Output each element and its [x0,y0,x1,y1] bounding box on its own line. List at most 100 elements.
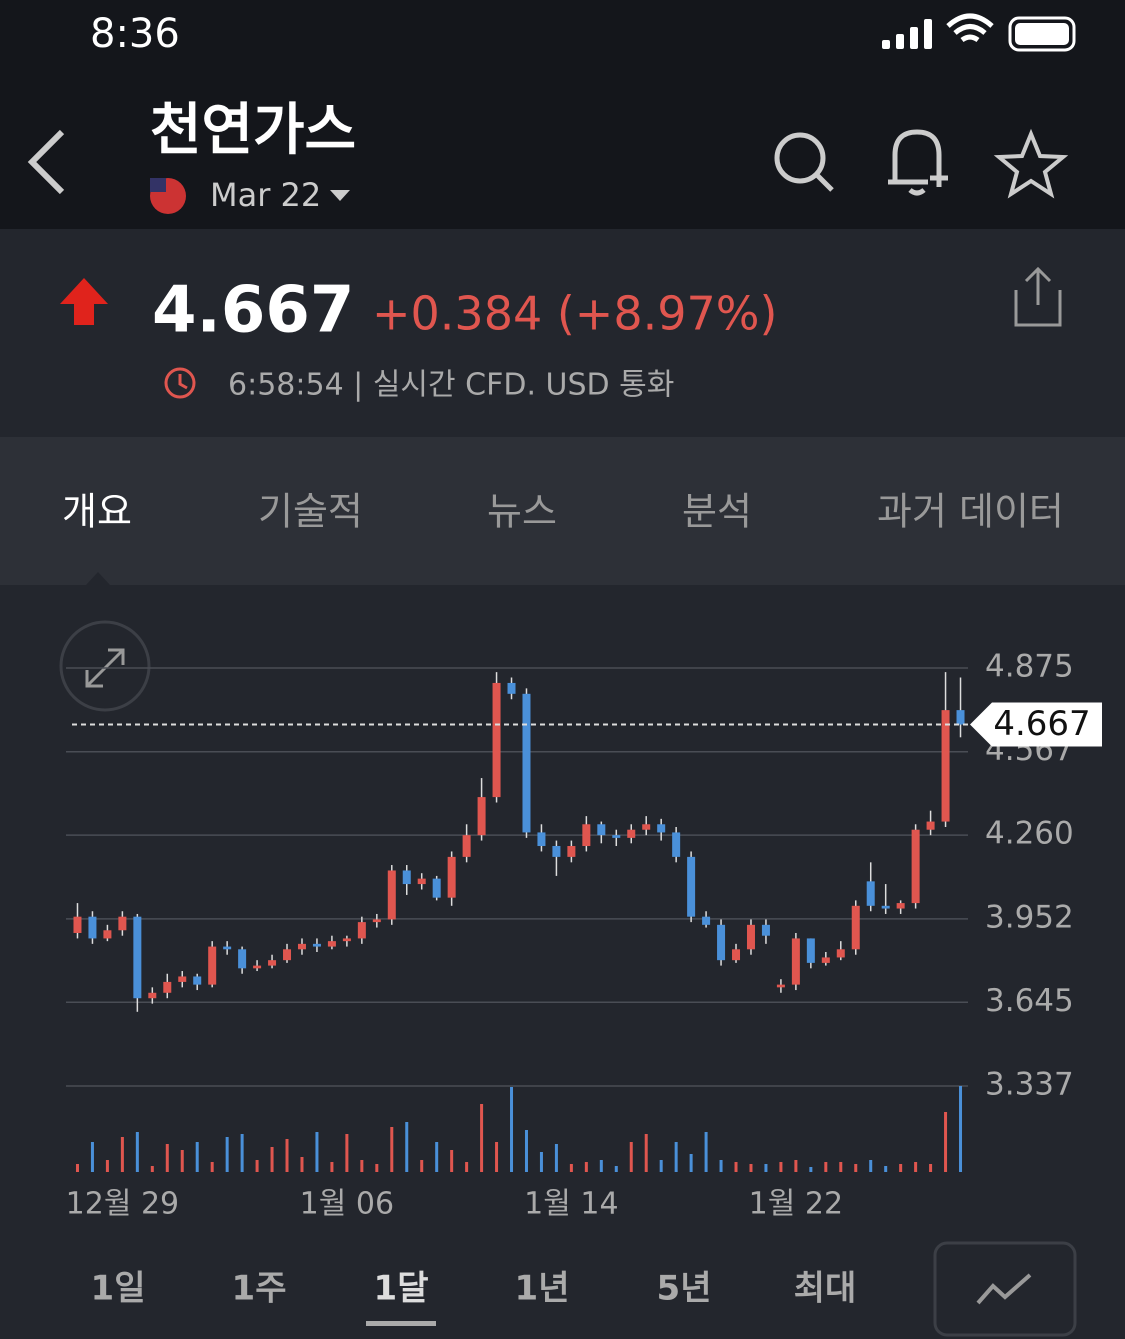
volume-bar [569,1164,573,1172]
range-option[interactable]: 1달 [374,1269,429,1309]
y-tick-label: 3.952 [985,899,1074,935]
candle-body [911,829,920,904]
candle-body [297,943,306,950]
battery-level [1015,23,1069,45]
volume-bar [809,1167,813,1172]
y-tick-label: 4.260 [985,816,1074,852]
back-button[interactable] [27,129,65,195]
range-option[interactable]: 1년 [515,1269,570,1309]
up-arrow [60,278,108,325]
candle-body [717,924,726,961]
volume-bar [120,1137,124,1172]
volume-bar [165,1144,169,1172]
candle-body [642,824,651,830]
candle-body [776,984,785,988]
candle-body [791,938,800,985]
volume-bar [899,1164,903,1172]
candle-body [88,916,97,939]
candle-body [103,930,112,939]
volume-bar [90,1142,94,1172]
volume-bar [704,1132,708,1172]
volume-bar [75,1164,79,1172]
chart-type-icon [976,1273,1032,1305]
candle-body [193,976,202,985]
volume-bar [659,1160,663,1172]
range-option[interactable]: 1주 [232,1269,287,1309]
candle-body [133,916,142,999]
candle-body [866,881,875,906]
volume-bar [719,1160,723,1172]
volume-bar [390,1127,394,1172]
candle-body [851,905,860,950]
volume-bar [629,1142,633,1172]
candle-body [447,856,456,898]
candle-body [881,905,890,909]
volume-bar [614,1166,618,1172]
tab[interactable]: 과거 데이터 [877,490,1064,534]
contract-dropdown[interactable] [330,190,350,201]
candle-body [821,957,830,963]
candle-body [253,965,262,969]
candle-body [342,938,351,942]
chart-type-button[interactable] [933,1241,1077,1337]
tab-pointer [86,572,110,585]
candle-body [402,870,411,885]
volume-bar [315,1132,319,1172]
search-button[interactable] [774,132,834,192]
volume-bar [644,1134,648,1172]
tab[interactable]: 기술적 [258,490,363,534]
volume-bar [285,1139,289,1172]
candle-body [118,916,127,931]
volume-bar [360,1160,364,1172]
clock-icon [164,367,196,399]
candle-body [148,992,157,999]
expand-button[interactable] [59,620,151,712]
alert-button[interactable] [888,129,948,196]
volume-bar [420,1160,424,1172]
volume-bar [554,1144,558,1172]
x-tick-label: 1월 06 [300,1187,394,1222]
y-tick-label: 3.337 [985,1067,1074,1103]
volume-bar [435,1142,439,1172]
candle-body [312,943,321,947]
volume-bar [794,1160,798,1172]
ranges: 1일 1주 1달 1년 5년 최대 [91,1269,857,1326]
tab[interactable]: 개요 [62,490,132,534]
volume-bar [524,1130,528,1172]
x-tick-label: 1월 14 [524,1187,618,1222]
volume-bar [539,1152,543,1172]
quote-panel [0,229,1125,437]
watchlist-button[interactable] [993,128,1069,199]
candle-body [477,797,486,836]
candle-body [507,682,516,694]
candle-body [672,832,681,857]
candle-body [567,846,576,857]
candle-body [926,821,935,830]
volume-bar [584,1162,588,1172]
x-tick-label: 1월 22 [749,1187,843,1222]
range-option[interactable]: 1일 [91,1269,146,1309]
candle-body [208,946,217,985]
volume-bar [135,1132,139,1172]
contract-month[interactable]: Mar 22 [210,176,321,214]
volume-bar [734,1162,738,1172]
candle-body [163,981,172,993]
tab[interactable]: 분석 [682,490,752,534]
candle-body [552,846,561,857]
volume-bar [824,1162,828,1172]
volume-bar [495,1142,499,1172]
candle-body [73,916,82,933]
candle-body [761,924,770,936]
volume-bar [300,1157,304,1172]
candle-body [746,924,755,950]
us-flag-canton [150,178,166,192]
range-option[interactable]: 5년 [657,1269,712,1309]
volume-bar [764,1164,768,1172]
tab[interactable]: 뉴스 [487,490,557,534]
volume-bar [869,1160,873,1172]
share-button[interactable] [1014,266,1062,327]
range-option[interactable]: 최대 [794,1269,857,1309]
